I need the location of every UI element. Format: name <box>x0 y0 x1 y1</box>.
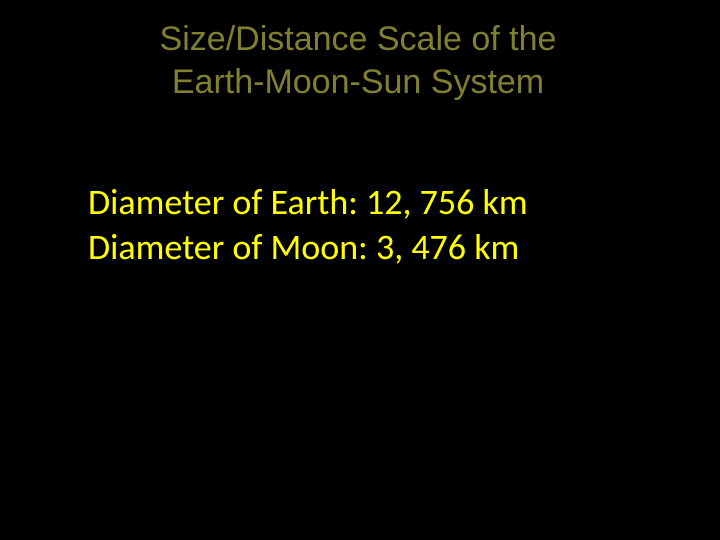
title-line-1: Size/Distance Scale of the <box>160 20 557 58</box>
slide-container: Size/Distance Scale of the Earth-Moon-Su… <box>0 0 720 540</box>
content-line-2: Diameter of Moon: 3, 476 km <box>88 225 528 270</box>
title-line-2: Earth-Moon-Sun System <box>172 63 544 101</box>
slide-title: Size/Distance Scale of the Earth-Moon-Su… <box>98 18 618 103</box>
slide-content: Diameter of Earth: 12, 756 km Diameter o… <box>88 180 528 270</box>
content-line-1: Diameter of Earth: 12, 756 km <box>88 180 528 225</box>
